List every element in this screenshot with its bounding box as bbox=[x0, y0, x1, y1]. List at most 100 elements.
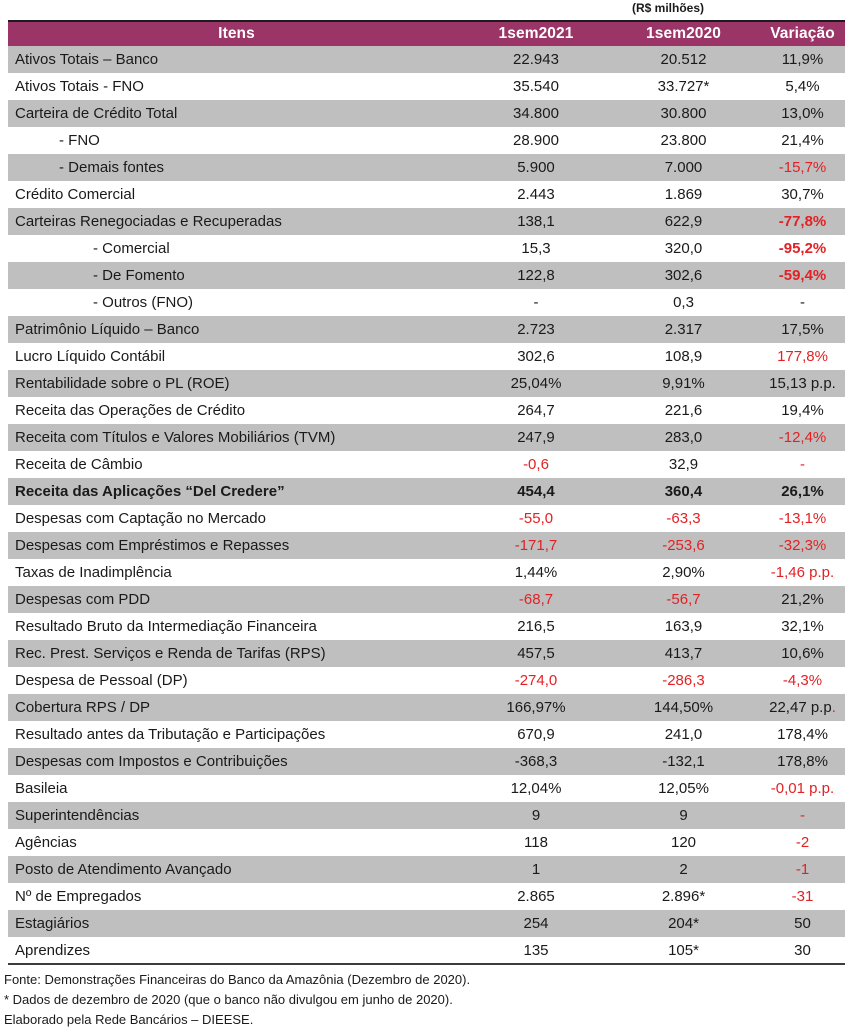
row-label: Basileia bbox=[15, 780, 68, 797]
table-row: Receita das Aplicações “Del Credere” 454,… bbox=[8, 478, 845, 505]
row-label: - Demais fontes bbox=[59, 159, 165, 176]
value-1sem2021: 166,97% bbox=[506, 699, 566, 716]
value-1sem2021: 254 bbox=[523, 915, 549, 932]
value-1sem2020: 413,7 bbox=[664, 645, 703, 662]
value-1sem2020: 12,05% bbox=[658, 780, 709, 797]
table-row: Resultado antes da Tributação e Particip… bbox=[8, 721, 845, 748]
value-1sem2021: 454,4 bbox=[517, 483, 555, 500]
value-1sem2021: 35.540 bbox=[513, 78, 559, 95]
value-variacao: 177,8% bbox=[777, 348, 828, 365]
row-label: Cobertura RPS / DP bbox=[15, 699, 151, 716]
value-1sem2021: 122,8 bbox=[517, 267, 555, 284]
value-variacao: 5,4% bbox=[785, 78, 820, 95]
value-1sem2020: 2.317 bbox=[664, 321, 703, 338]
row-label: Ativos Totais - FNO bbox=[15, 78, 144, 95]
table-row: Nº de Empregados 2.865 2.896* -31 bbox=[8, 883, 845, 910]
row-label: Receita das Operações de Crédito bbox=[15, 402, 246, 419]
value-variacao: 13,0% bbox=[781, 105, 824, 122]
value-1sem2021: 5.900 bbox=[517, 159, 555, 176]
column-header-1sem2020: 1sem2020 bbox=[607, 21, 760, 46]
value-variacao: 50 bbox=[794, 915, 811, 932]
table-row: - FNO 28.900 23.800 21,4% bbox=[8, 127, 845, 154]
row-label: Posto de Atendimento Avançado bbox=[15, 861, 232, 878]
row-label: Rec. Prest. Serviços e Renda de Tarifas … bbox=[15, 645, 326, 662]
row-label: Rentabilidade sobre o PL (ROE) bbox=[15, 375, 230, 392]
row-label: Receita de Câmbio bbox=[15, 456, 143, 473]
value-1sem2020: 9 bbox=[679, 807, 688, 824]
table-row: Crédito Comercial 2.443 1.869 30,7% bbox=[8, 181, 845, 208]
value-1sem2021: 9 bbox=[531, 807, 541, 824]
value-variacao: 10,6% bbox=[781, 645, 824, 662]
value-1sem2020: 108,9 bbox=[664, 348, 703, 365]
value-1sem2021: 1,44% bbox=[514, 564, 558, 581]
value-variacao: 26,1% bbox=[781, 483, 824, 500]
table-header-row: Itens 1sem2021 1sem2020 Variação bbox=[8, 21, 845, 46]
table-row: Ativos Totais - FNO 35.540 33.727* 5,4% bbox=[8, 73, 845, 100]
table-row: Agências 118 120 -2 bbox=[8, 829, 845, 856]
value-variacao: -2 bbox=[795, 834, 810, 851]
table-row: Carteira de Crédito Total 34.800 30.800 13,… bbox=[8, 100, 845, 127]
value-1sem2020: -63,3 bbox=[666, 510, 701, 527]
value-1sem2020: 23.800 bbox=[660, 132, 707, 149]
value-variacao: -12,4% bbox=[778, 429, 827, 446]
value-1sem2021: - bbox=[533, 294, 539, 311]
row-label: Resultado antes da Tributação e Particip… bbox=[15, 726, 326, 743]
value-1sem2021: -368,3 bbox=[514, 753, 558, 770]
row-label: Agências bbox=[15, 834, 77, 851]
value-1sem2021: 34.800 bbox=[513, 105, 559, 122]
value-variacao: 30,7% bbox=[781, 186, 824, 203]
value-variacao: 178,4% bbox=[777, 726, 828, 743]
table-row: Despesas com Impostos e Contribuições -36… bbox=[8, 748, 845, 775]
table-row: Lucro Líquido Contábil 302,6 108,9 177,8% bbox=[8, 343, 845, 370]
value-1sem2020: 360,4 bbox=[664, 483, 703, 500]
table-row: Resultado Bruto da Intermediação Finance… bbox=[8, 613, 845, 640]
table-row: Receita das Operações de Crédito 264,7 221… bbox=[8, 397, 845, 424]
value-variacao: - bbox=[800, 807, 805, 824]
asterisk-note: * Dados de dezembro de 2020 (que o banco… bbox=[4, 992, 453, 1007]
units-label: (R$ milhões) bbox=[631, 1, 704, 15]
table-row: Rec. Prest. Serviços e Renda de Tarifas … bbox=[8, 640, 845, 667]
row-label: Resultado Bruto da Intermediação Finance… bbox=[15, 618, 317, 635]
value-1sem2020: 2 bbox=[679, 861, 688, 878]
row-label: Aprendizes bbox=[15, 941, 91, 959]
value-1sem2020: 241,0 bbox=[664, 726, 703, 743]
row-label: - Comercial bbox=[93, 240, 170, 257]
value-1sem2021: 15,3 bbox=[521, 240, 551, 257]
value-variacao: -59,4% bbox=[778, 267, 827, 284]
table-row: Despesas com PDD -68,7 -56,7 21,2% bbox=[8, 586, 845, 613]
row-label: Receita das Aplicações “Del Credere” bbox=[15, 483, 285, 500]
value-1sem2020: 32,9 bbox=[668, 456, 699, 473]
row-label: - Outros (FNO) bbox=[93, 294, 193, 311]
row-label: Despesas com PDD bbox=[15, 591, 151, 608]
value-1sem2021: 264,7 bbox=[517, 402, 555, 419]
table-row: - Outros (FNO) - 0,3 - bbox=[8, 289, 845, 316]
value-1sem2020: 144,50% bbox=[653, 699, 714, 716]
value-1sem2021: 138,1 bbox=[517, 213, 555, 230]
row-label: - FNO bbox=[59, 132, 100, 149]
footer-notes: Fonte: Demonstrações Financeiras do Banc… bbox=[4, 970, 844, 1030]
value-1sem2020: 7.000 bbox=[664, 159, 703, 176]
column-header-variacao: Variação bbox=[760, 21, 845, 46]
value-1sem2021: 25,04% bbox=[510, 375, 562, 392]
value-variacao: 11,9% bbox=[781, 51, 824, 68]
table-row: Receita com Títulos e Valores Mobiliário… bbox=[8, 424, 845, 451]
column-header-1sem2021: 1sem2021 bbox=[465, 21, 607, 46]
value-1sem2020: 0,3 bbox=[673, 294, 694, 311]
value-1sem2021: -55,0 bbox=[518, 510, 554, 527]
row-label: Lucro Líquido Contábil bbox=[15, 348, 166, 365]
value-variacao: -4,3% bbox=[782, 672, 823, 689]
value-1sem2021: 118 bbox=[524, 834, 548, 851]
source-note: Fonte: Demonstrações Financeiras do Banc… bbox=[4, 972, 471, 987]
value-1sem2020: 302,6 bbox=[664, 267, 703, 284]
value-variacao: -31 bbox=[791, 888, 814, 905]
row-label: Carteiras Renegociadas e Recuperadas bbox=[15, 213, 282, 230]
value-variacao: 30 bbox=[794, 941, 811, 959]
column-header-itens: Itens bbox=[8, 21, 465, 46]
value-1sem2020: 1.869 bbox=[664, 186, 703, 203]
value-1sem2020: 622,9 bbox=[664, 213, 703, 230]
value-1sem2021: 2.865 bbox=[517, 888, 555, 905]
row-label: Despesa de Pessoal (DP) bbox=[15, 672, 188, 689]
table-row: - Demais fontes 5.900 7.000 -15,7% bbox=[8, 154, 845, 181]
value-1sem2021: 22.943 bbox=[513, 51, 559, 68]
value-1sem2020: 204* bbox=[668, 915, 699, 932]
